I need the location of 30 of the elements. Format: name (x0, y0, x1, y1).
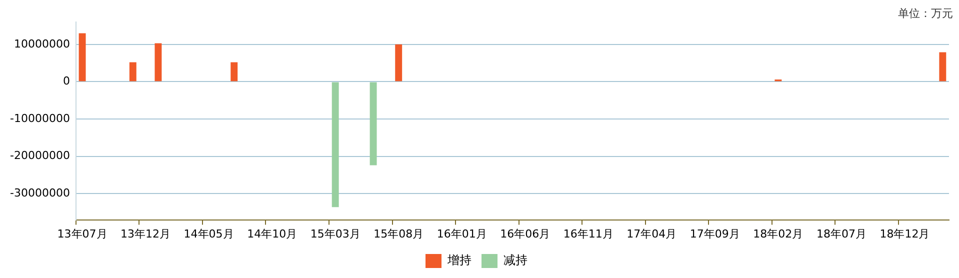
bar (154, 43, 162, 82)
text: 单位：万元 (898, 6, 953, 21)
x-tick-label: 18年02月 (753, 227, 804, 240)
x-tick-label: 13年12月 (120, 227, 171, 240)
x-tick-label: 13年07月 (57, 227, 108, 240)
legend-label: 增持 (446, 253, 472, 268)
x-tick-label: 17年09月 (690, 227, 740, 240)
x-tick-label: 15年08月 (374, 227, 424, 240)
bar (129, 62, 136, 82)
y-tick-label: -30000000 (10, 186, 70, 200)
bar (230, 62, 238, 82)
bar (939, 52, 946, 82)
x-tick-label: 17年04月 (626, 227, 677, 240)
x-tick-label: 14年05月 (184, 227, 234, 240)
y-tick-label: -20000000 (10, 149, 70, 162)
y-tick-label: 0 (62, 74, 70, 88)
x-tick-label: 15年03月 (310, 227, 360, 240)
y-tick-label: -10000000 (10, 112, 70, 125)
x-tick-label: 18年12月 (880, 227, 930, 240)
x-tick-label: 18年07月 (816, 227, 866, 240)
bar (332, 82, 339, 208)
y-tick-label: 10000000 (14, 37, 70, 50)
x-tick-label: 16年01月 (436, 227, 487, 240)
x-tick-label: 16年06月 (500, 227, 550, 240)
bar (395, 44, 402, 82)
x-tick-label: 14年10月 (247, 227, 298, 240)
x-tick-label: 16年11月 (563, 227, 614, 240)
legend-label: 减持 (504, 253, 528, 268)
bar (78, 33, 86, 82)
bar (370, 82, 377, 166)
